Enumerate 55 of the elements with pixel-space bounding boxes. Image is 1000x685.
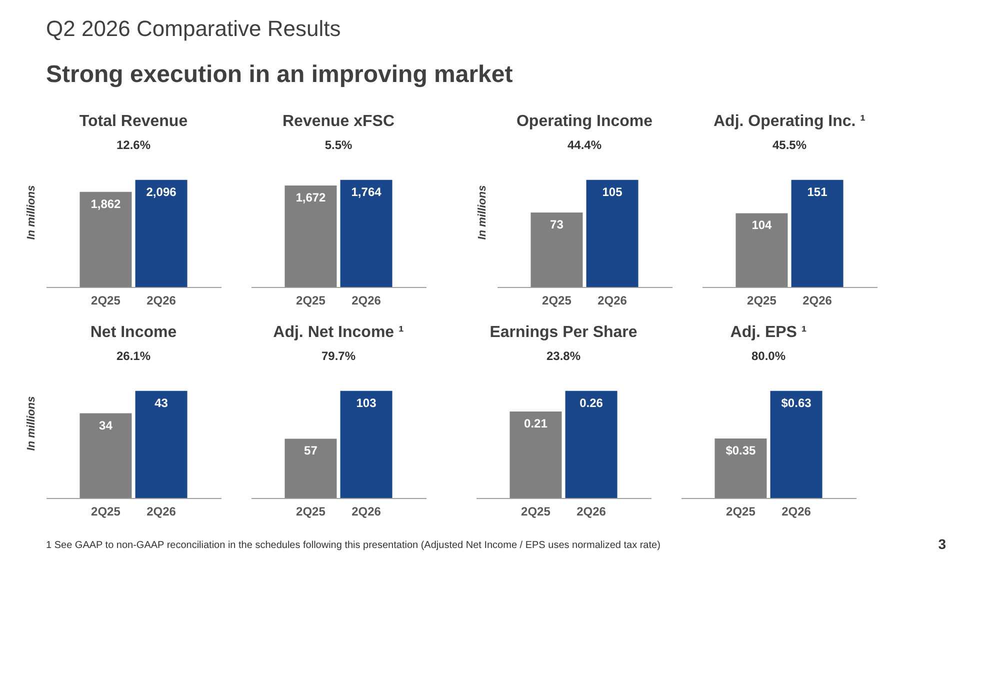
chart-title: Adj. Net Income ¹	[273, 324, 404, 341]
x-tick-label: 2Q26	[782, 504, 812, 518]
x-tick-label: 2Q26	[598, 294, 628, 308]
data-label: $0.63	[781, 396, 812, 410]
chart-title: Adj. Operating Inc. ¹	[713, 113, 866, 130]
y-axis-title: In millions	[26, 396, 38, 451]
chart-title: Adj. EPS ¹	[730, 324, 807, 341]
data-label: 1,764	[351, 184, 382, 199]
x-tick-label: 2Q25	[296, 294, 326, 308]
data-label: $0.35	[726, 443, 756, 458]
text: 79.7%	[321, 349, 356, 363]
x-tick-label: 2Q26	[352, 294, 382, 308]
text: Q2 2026 Comparative Results	[46, 16, 341, 41]
text: 3	[938, 536, 946, 552]
x-tick-label: 2Q25	[521, 504, 551, 518]
x-tick-label: 2Q25	[747, 294, 777, 308]
text: 23.8%	[546, 349, 581, 363]
text: 45.5%	[772, 138, 807, 152]
chart-title: Revenue xFSC	[282, 113, 395, 130]
x-tick-label: 2Q26	[146, 504, 176, 518]
data-label: 2,096	[146, 184, 177, 199]
y-axis-title: In millions	[476, 185, 488, 240]
data-label: 104	[752, 218, 772, 232]
text: 26.1%	[116, 349, 151, 363]
text: 80.0%	[751, 349, 786, 363]
x-tick-label: 2Q26	[146, 294, 176, 308]
data-label: 43	[154, 396, 168, 410]
data-label: 73	[550, 218, 564, 232]
chart-title: Earnings Per Share	[490, 324, 638, 341]
data-label: 57	[304, 444, 318, 458]
x-tick-label: 2Q26	[576, 504, 606, 518]
data-label: 0.21	[524, 416, 548, 430]
x-tick-label: 2Q25	[542, 294, 572, 308]
text: 5.5%	[324, 138, 352, 152]
text: Strong execution in an improving market	[46, 61, 513, 88]
text: 44.4%	[567, 138, 602, 152]
data-label: 151	[807, 184, 828, 199]
x-tick-label: 2Q25	[91, 294, 121, 308]
chart-title: Operating Income	[516, 113, 653, 130]
data-label: 0.26	[580, 396, 604, 410]
chart-title: Total Revenue	[79, 113, 188, 130]
text: 1 See GAAP to non-GAAP reconciliation in the schedules following this presentation (Adjusted Net Income / EPS uses normalized tax rate)	[46, 540, 660, 551]
data-label: 103	[356, 396, 377, 410]
x-tick-label: 2Q25	[726, 504, 756, 518]
y-axis-title: In millions	[26, 185, 38, 240]
chart-title: Net Income	[90, 324, 177, 341]
x-tick-label: 2Q25	[296, 504, 326, 518]
data-label: 1,862	[90, 196, 122, 211]
data-label: 34	[99, 418, 113, 432]
x-tick-label: 2Q26	[352, 504, 382, 518]
x-tick-label: 2Q26	[802, 294, 832, 308]
data-label: 1,672	[296, 190, 326, 204]
data-label: 105	[602, 184, 623, 199]
x-tick-label: 2Q25	[91, 504, 121, 518]
text: 12.6%	[116, 138, 151, 152]
